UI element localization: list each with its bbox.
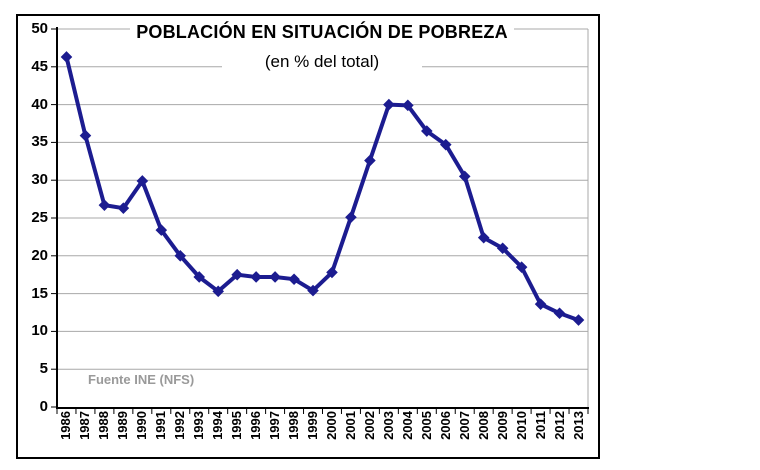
x-tick-label: 1999 bbox=[305, 411, 321, 440]
x-tick-label: 2004 bbox=[399, 411, 415, 440]
data-point-marker bbox=[60, 51, 73, 63]
chart-title: POBLACIÓN EN SITUACIÓN DE POBREZA bbox=[130, 19, 514, 45]
data-point-marker bbox=[98, 199, 111, 211]
y-tick-label: 45 bbox=[31, 57, 48, 75]
data-line bbox=[64, 55, 581, 323]
x-tick-label: 2012 bbox=[551, 411, 567, 440]
data-point-marker bbox=[269, 271, 281, 283]
data-point-marker bbox=[364, 154, 376, 167]
y-tick-label: 30 bbox=[31, 171, 48, 189]
chart-outer-border bbox=[16, 14, 600, 459]
chart-subtitle: (en % del total) bbox=[222, 50, 422, 74]
data-point-marker bbox=[117, 202, 130, 214]
data-point-marker bbox=[212, 285, 224, 298]
x-tick-label: 1986 bbox=[58, 411, 74, 440]
data-point-marker bbox=[458, 170, 471, 183]
x-tick-label: 2013 bbox=[570, 411, 586, 440]
y-tick-label: 40 bbox=[31, 95, 48, 113]
x-tick-label: 1990 bbox=[134, 411, 150, 440]
data-point-marker bbox=[553, 307, 566, 320]
x-tick-label: 2007 bbox=[456, 411, 472, 440]
y-tick-label: 35 bbox=[31, 133, 48, 151]
data-point-marker bbox=[515, 261, 528, 273]
data-point-marker bbox=[136, 175, 149, 187]
x-tick-label: 2011 bbox=[532, 411, 548, 440]
x-tick-label: 1993 bbox=[191, 411, 207, 440]
data-point-marker bbox=[250, 271, 262, 283]
data-point-marker bbox=[439, 138, 452, 151]
x-tick-label: 2000 bbox=[323, 411, 339, 440]
data-point-marker bbox=[534, 298, 547, 310]
data-point-marker bbox=[79, 129, 92, 142]
x-tick-label: 2006 bbox=[437, 411, 453, 440]
source-note: Fuente INE (NFS) bbox=[88, 372, 195, 387]
x-tick-label: 1992 bbox=[172, 411, 188, 440]
data-point-marker bbox=[402, 99, 414, 112]
x-tick-label: 2010 bbox=[513, 411, 529, 440]
data-point-marker bbox=[383, 98, 395, 111]
data-point-marker bbox=[174, 250, 187, 262]
data-point-marker bbox=[496, 242, 509, 255]
x-tick-label: 1987 bbox=[77, 411, 93, 440]
data-point-marker bbox=[572, 314, 585, 326]
y-tick-label: 20 bbox=[31, 246, 48, 264]
x-tick-label: 1997 bbox=[267, 411, 283, 440]
data-point-marker bbox=[231, 268, 243, 281]
x-tick-label: 1988 bbox=[96, 411, 112, 440]
y-tick-label: 0 bbox=[39, 398, 48, 415]
data-point-marker bbox=[326, 266, 338, 279]
x-tick-label: 2009 bbox=[494, 411, 510, 440]
y-tick-label: 15 bbox=[31, 284, 48, 302]
x-tick-label: 1998 bbox=[286, 411, 302, 440]
data-point-marker bbox=[155, 224, 168, 236]
y-tick-label: 10 bbox=[31, 322, 48, 340]
x-tick-label: 2002 bbox=[361, 411, 377, 440]
data-point-marker bbox=[193, 271, 206, 283]
x-tick-label: 1994 bbox=[210, 411, 226, 440]
x-tick-label: 1991 bbox=[153, 411, 169, 440]
x-tick-label: 1989 bbox=[115, 411, 131, 440]
data-point-marker bbox=[477, 231, 490, 244]
y-tick-label: 5 bbox=[39, 360, 48, 378]
y-tick-label: 50 bbox=[31, 20, 48, 37]
data-point-marker bbox=[421, 125, 433, 137]
x-tick-label: 2008 bbox=[475, 411, 491, 440]
x-tick-label: 2001 bbox=[342, 411, 358, 440]
data-point-marker bbox=[345, 211, 357, 224]
data-point-marker bbox=[307, 284, 319, 297]
x-tick-label: 2003 bbox=[380, 411, 396, 440]
x-tick-label: 1995 bbox=[229, 411, 245, 440]
x-tick-label: 1996 bbox=[248, 411, 264, 440]
x-tick-label: 2005 bbox=[418, 411, 434, 440]
y-tick-label: 25 bbox=[31, 209, 48, 226]
data-point-marker bbox=[288, 273, 300, 286]
